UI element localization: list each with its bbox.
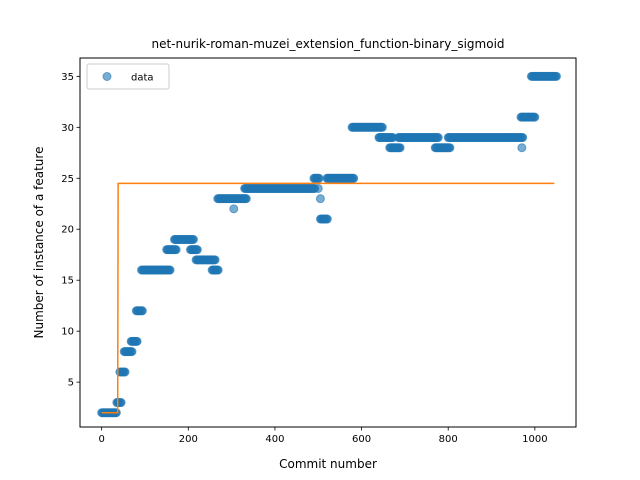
data-point bbox=[395, 143, 405, 153]
legend-box bbox=[86, 63, 170, 90]
y-tick-label: 10 bbox=[61, 327, 74, 338]
data-point bbox=[530, 112, 540, 122]
plot-area bbox=[97, 71, 562, 418]
data-point bbox=[229, 204, 239, 214]
data-point bbox=[315, 194, 325, 204]
data-point bbox=[349, 173, 359, 183]
y-tick-label: 20 bbox=[61, 225, 74, 236]
data-point bbox=[241, 194, 251, 204]
data-point bbox=[127, 347, 137, 357]
data-point bbox=[313, 183, 323, 193]
data-point bbox=[213, 265, 223, 275]
data-point bbox=[165, 265, 175, 275]
data-point bbox=[433, 133, 443, 143]
y-tick-label: 15 bbox=[61, 276, 74, 287]
data-point bbox=[192, 245, 202, 255]
y-tick-label: 5 bbox=[68, 378, 74, 389]
chart-title: net-nurik-roman-muzei_extension_function… bbox=[151, 37, 504, 51]
data-point bbox=[171, 245, 181, 255]
data-point bbox=[210, 255, 220, 265]
legend-label-data: data bbox=[131, 73, 154, 84]
y-axis-label: Number of instance of a feature bbox=[32, 147, 46, 339]
x-tick-label: 600 bbox=[352, 434, 371, 445]
legend-marker bbox=[102, 72, 112, 81]
x-tick-label: 800 bbox=[439, 434, 458, 445]
data-point bbox=[137, 306, 147, 316]
x-tick-label: 200 bbox=[179, 434, 198, 445]
fit-line bbox=[101, 182, 555, 414]
x-tick-label: 0 bbox=[98, 434, 104, 445]
data-point bbox=[377, 122, 387, 132]
legend: data bbox=[86, 63, 170, 90]
data-point bbox=[517, 143, 527, 153]
y-tick-label: 30 bbox=[61, 123, 74, 134]
data-point bbox=[120, 367, 130, 377]
data-point bbox=[322, 214, 332, 224]
axes-frame bbox=[79, 57, 577, 428]
data-point bbox=[189, 234, 198, 244]
axis-ticks: 0 200 400 600 800 1000 5 10 15 20 25 30 35 bbox=[61, 72, 547, 445]
y-tick-label: 35 bbox=[61, 72, 74, 83]
x-axis-label: Commit number bbox=[279, 457, 377, 471]
x-tick-label: 1000 bbox=[522, 434, 547, 445]
data-point bbox=[445, 143, 455, 153]
data-point bbox=[314, 173, 324, 183]
data-point bbox=[132, 336, 142, 346]
data-point bbox=[518, 133, 528, 143]
y-tick-label: 25 bbox=[61, 174, 74, 185]
x-tick-label: 400 bbox=[265, 434, 284, 445]
data-point bbox=[552, 71, 562, 81]
